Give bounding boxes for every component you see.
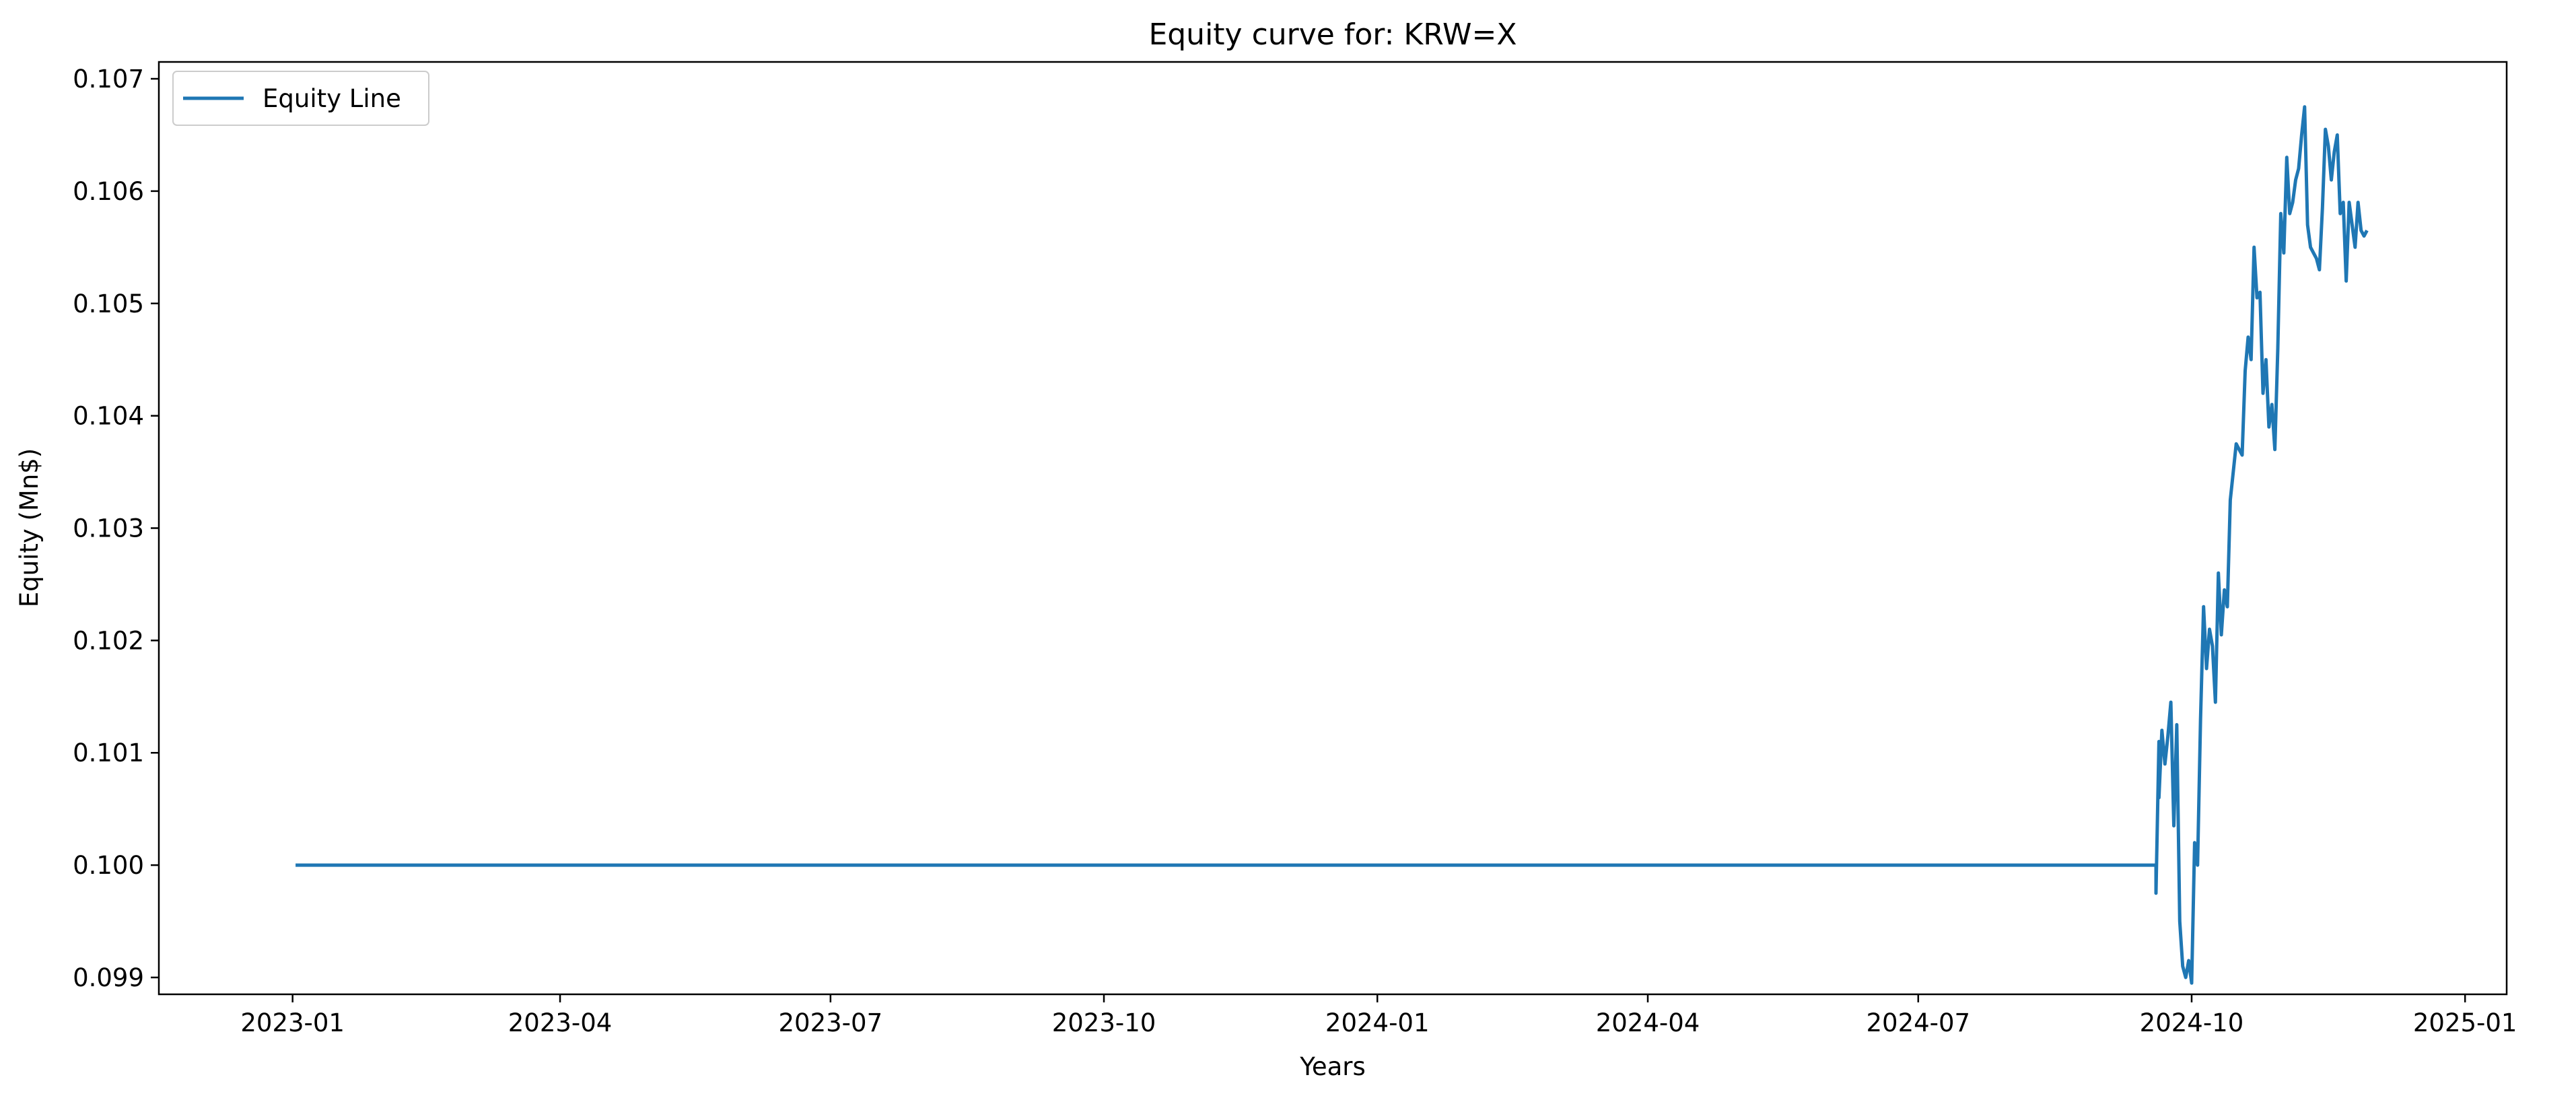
y-tick-label: 0.102 xyxy=(73,626,144,655)
y-tick-label: 0.105 xyxy=(73,289,144,318)
y-tick-label: 0.103 xyxy=(73,514,144,543)
x-tick-label: 2023-10 xyxy=(1052,1008,1156,1037)
series-line-equity-line xyxy=(295,105,2369,985)
series-group xyxy=(295,105,2369,985)
y-tick-label: 0.107 xyxy=(73,65,144,94)
x-tick-label: 2024-04 xyxy=(1596,1008,1700,1037)
y-tick-label: 0.101 xyxy=(73,738,144,767)
y-tick-label: 0.104 xyxy=(73,402,144,431)
y-tick-label: 0.106 xyxy=(73,177,144,206)
x-tick-label: 2024-01 xyxy=(1325,1008,1430,1037)
x-axis: 2023-01 2023-04 2023-07 2023-10 2024-01 2024-… xyxy=(240,994,2517,1037)
x-tick-label: 2024-10 xyxy=(2140,1008,2244,1037)
legend: Equity Line xyxy=(172,71,429,126)
x-tick-label: 2023-07 xyxy=(779,1008,883,1037)
plot-area xyxy=(295,105,2369,985)
y-axis-label: Equity (Mn$) xyxy=(15,448,44,608)
x-tick-label: 2023-01 xyxy=(240,1008,345,1037)
y-tick-label: 0.099 xyxy=(73,963,144,992)
legend-label-equity-line: Equity Line xyxy=(263,84,401,113)
x-tick-label: 2023-04 xyxy=(508,1008,613,1037)
x-tick-label: 2024-07 xyxy=(1866,1008,1970,1037)
y-tick-label: 0.100 xyxy=(73,851,144,880)
x-tick-label: 2025-01 xyxy=(2413,1008,2517,1037)
x-axis-label: Years xyxy=(1299,1052,1366,1081)
chart-title: Equity curve for: KRW=X xyxy=(1148,18,1517,52)
legend-box xyxy=(172,71,429,126)
y-axis: 0.099 0.100 0.101 0.102 0.103 0.104 0.105 0.106… xyxy=(73,65,159,992)
